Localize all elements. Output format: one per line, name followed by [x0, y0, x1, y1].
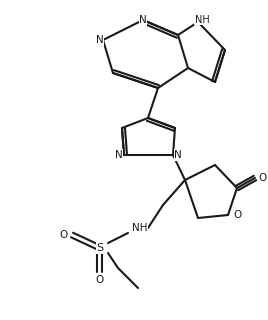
Text: O: O [96, 275, 104, 285]
Text: N: N [139, 15, 147, 25]
Text: O: O [60, 230, 68, 240]
Text: N: N [174, 150, 182, 160]
Text: NH: NH [132, 223, 148, 233]
Text: S: S [96, 243, 103, 253]
Text: O: O [259, 173, 267, 183]
Text: N: N [96, 35, 104, 45]
Text: NH: NH [195, 15, 209, 25]
Text: N: N [115, 150, 123, 160]
Text: O: O [234, 210, 242, 220]
